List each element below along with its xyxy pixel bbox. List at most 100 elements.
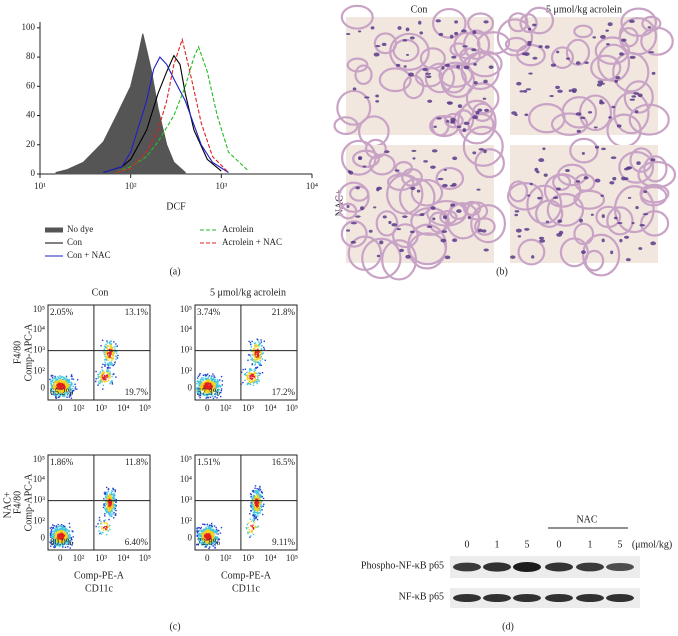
event-dot	[67, 381, 69, 383]
event-dot	[102, 363, 104, 366]
event-dot	[260, 351, 262, 354]
event-dot	[200, 526, 202, 529]
event-dot	[206, 378, 209, 380]
event-dot	[247, 522, 250, 524]
event-dot	[110, 340, 113, 342]
event-dot	[108, 349, 110, 351]
event-dot	[99, 382, 101, 385]
nucleus	[568, 89, 572, 92]
nucleus	[527, 194, 531, 197]
event-dot	[103, 371, 106, 374]
event-dot	[210, 388, 212, 390]
event-dot	[211, 536, 213, 538]
event-dot	[107, 364, 109, 366]
event-dot	[50, 374, 53, 377]
event-dot	[250, 525, 252, 527]
nucleus	[483, 20, 489, 24]
event-dot	[109, 382, 111, 385]
quadrant-percent: 6.40%	[125, 537, 149, 547]
event-dot	[60, 393, 62, 396]
event-dot	[204, 378, 206, 380]
event-dot	[64, 395, 66, 397]
event-dot	[250, 520, 253, 523]
dose-label: 5	[525, 539, 530, 550]
nucleus	[409, 36, 415, 40]
event-dot	[53, 532, 55, 534]
event-dot	[254, 376, 256, 378]
event-dot	[64, 546, 67, 548]
event-dot	[53, 538, 56, 541]
y-tick-label: 0	[188, 383, 193, 393]
y-tick-label: 10⁴	[33, 324, 45, 334]
blot-band	[545, 562, 573, 572]
nucleus	[370, 26, 375, 30]
event-dot	[111, 349, 113, 351]
event-dot	[261, 352, 264, 355]
event-dot	[64, 529, 66, 531]
nucleus	[348, 170, 354, 175]
event-dot	[66, 538, 68, 540]
event-dot	[244, 379, 246, 381]
nucleus	[601, 214, 605, 219]
event-dot	[207, 394, 209, 396]
event-dot	[105, 499, 107, 501]
nucleus	[472, 30, 477, 35]
event-dot	[209, 542, 211, 544]
event-dot	[255, 344, 258, 346]
event-dot	[211, 390, 213, 392]
event-dot	[248, 528, 251, 531]
event-dot	[49, 541, 51, 543]
event-dot	[106, 380, 108, 383]
event-dot	[254, 359, 257, 362]
event-dot	[99, 371, 102, 373]
event-dot	[260, 496, 263, 498]
alveolar-wall	[573, 189, 606, 210]
event-dot	[109, 367, 111, 369]
event-dot	[54, 528, 56, 530]
event-dot	[261, 492, 264, 494]
event-dot	[109, 353, 111, 355]
event-dot	[107, 502, 109, 504]
quadrant-percent: 11.8%	[125, 457, 148, 467]
alveolar-wall	[339, 202, 358, 220]
event-dot	[206, 529, 208, 531]
event-dot	[257, 488, 260, 490]
event-dot	[257, 352, 259, 354]
event-dot	[111, 375, 113, 378]
event-dot	[64, 536, 66, 538]
event-dot	[66, 394, 68, 396]
event-dot	[65, 527, 67, 530]
event-dot	[203, 387, 205, 389]
event-dot	[57, 536, 59, 539]
event-dot	[206, 544, 209, 547]
nucleus	[510, 255, 516, 259]
event-dot	[250, 343, 252, 346]
event-dot	[106, 376, 109, 378]
event-dot	[65, 538, 67, 541]
event-dot	[209, 527, 211, 529]
event-dot	[61, 524, 63, 526]
event-dot	[107, 349, 109, 351]
nucleus	[523, 89, 528, 93]
event-dot	[208, 382, 210, 385]
event-dot	[111, 347, 113, 349]
event-dot	[258, 493, 260, 495]
nucleus	[581, 250, 586, 254]
nucleus	[634, 110, 639, 114]
event-dot	[249, 377, 252, 379]
event-dot	[104, 508, 106, 510]
event-dot	[103, 351, 105, 354]
event-dot	[112, 503, 114, 505]
event-dot	[66, 387, 68, 389]
nucleus	[527, 42, 532, 46]
nucleus	[511, 111, 517, 115]
event-dot	[58, 545, 60, 547]
nucleus	[432, 217, 436, 221]
event-dot	[105, 510, 108, 513]
alveolar-wall	[606, 206, 634, 236]
nucleus	[477, 228, 483, 233]
event-dot	[65, 385, 67, 387]
event-dot	[262, 352, 264, 354]
event-dot	[208, 533, 211, 535]
event-dot	[197, 538, 200, 540]
